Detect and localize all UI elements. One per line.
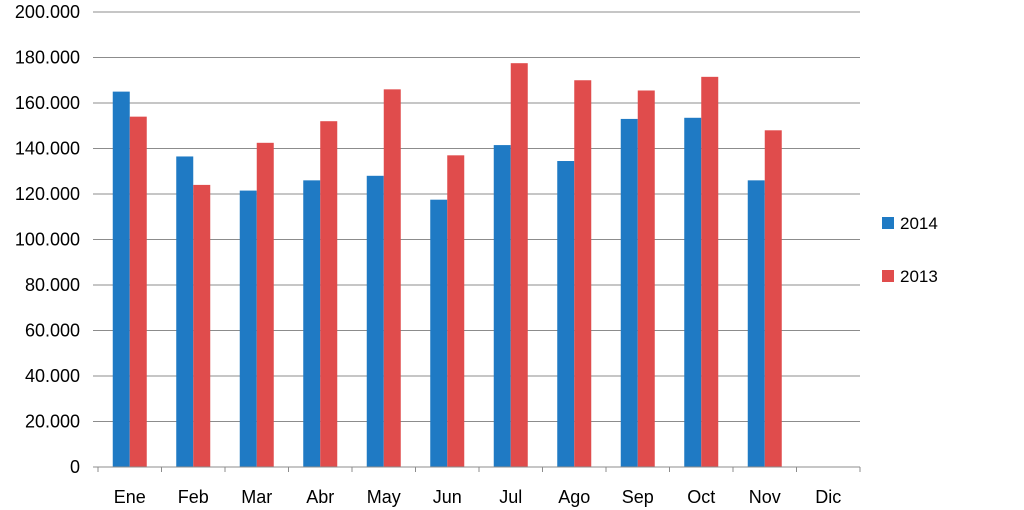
bar-2014-Sep — [620, 118, 638, 468]
bar-2014-Jun — [430, 199, 448, 467]
bar-2013-Abr — [320, 121, 338, 467]
y-tick-label: 0 — [70, 457, 80, 477]
legend-swatch-2014 — [882, 217, 894, 229]
x-tick-label: Dic — [815, 487, 841, 507]
y-tick-label: 20.000 — [25, 412, 80, 432]
bar-2013-Ago — [574, 80, 592, 467]
y-tick-label: 100.000 — [15, 230, 80, 250]
x-tick-label: Abr — [306, 487, 334, 507]
x-tick-label: Ene — [114, 487, 146, 507]
y-tick-label: 80.000 — [25, 275, 80, 295]
y-tick-label: 140.000 — [15, 139, 80, 159]
legend-label-2014: 2014 — [900, 214, 938, 233]
y-tick-label: 160.000 — [15, 93, 80, 113]
x-tick-label: Mar — [241, 487, 272, 507]
bar-2013-Feb — [193, 184, 211, 467]
bar-2013-Sep — [637, 90, 655, 468]
x-tick-label: Feb — [178, 487, 209, 507]
bar-2013-Ene — [129, 116, 147, 468]
bar-2013-Oct — [701, 76, 719, 468]
y-axis-ticks: 0 20.000 40.000 60.000 80.000 100.000 120.000 1… — [15, 2, 98, 477]
bar-2013-May — [383, 89, 401, 467]
bar-2013-Jun — [447, 155, 465, 467]
gridlines — [98, 11, 860, 422]
bar-2014-Feb — [176, 156, 194, 467]
x-tick-label: Jul — [499, 487, 522, 507]
x-tick-label: Oct — [687, 487, 715, 507]
bar-2014-Ago — [557, 161, 575, 467]
bar-2013-Nov — [764, 130, 782, 468]
bar-2013-Jul — [510, 63, 528, 467]
x-tick-label: Jun — [433, 487, 462, 507]
legend: 2014 2013 — [882, 214, 938, 286]
x-tick-label: Nov — [749, 487, 781, 507]
bar-2014-Abr — [303, 180, 321, 467]
x-tick-label: May — [367, 487, 401, 507]
y-tick-label: 60.000 — [25, 321, 80, 341]
bar-2014-Mar — [239, 190, 257, 467]
bar-2014-Nov — [747, 180, 765, 467]
bar-2014-Oct — [684, 117, 702, 467]
y-tick-label: 40.000 — [25, 366, 80, 386]
x-tick-label: Sep — [622, 487, 654, 507]
y-tick-label: 120.000 — [15, 184, 80, 204]
x-axis-ticks: Ene Feb Mar Abr May Jun Jul Ago Sep Oct Nov Dic — [97, 467, 861, 507]
y-tick-label: 200.000 — [15, 2, 80, 22]
bar-2014-May — [366, 175, 384, 468]
legend-label-2013: 2013 — [900, 267, 938, 286]
bar-2014-Ene — [112, 91, 130, 467]
bar-2013-Mar — [256, 142, 274, 467]
legend-swatch-2013 — [882, 270, 894, 282]
x-tick-label: Ago — [558, 487, 590, 507]
y-tick-label: 180.000 — [15, 48, 80, 68]
bars — [112, 63, 782, 468]
bar-2014-Jul — [493, 145, 511, 467]
